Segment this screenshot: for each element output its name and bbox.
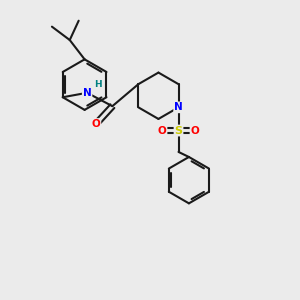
Text: S: S — [175, 125, 182, 136]
Text: N: N — [174, 102, 183, 112]
Text: N: N — [83, 88, 92, 98]
Text: H: H — [94, 80, 102, 89]
Text: O: O — [190, 125, 199, 136]
Text: O: O — [92, 119, 100, 129]
Text: O: O — [158, 125, 167, 136]
